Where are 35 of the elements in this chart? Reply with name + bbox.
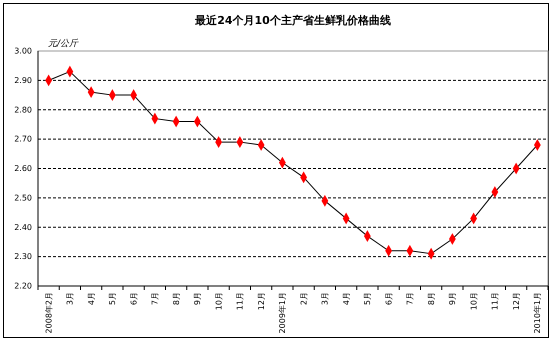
x-tick-label: 5月 (363, 292, 372, 306)
y-tick-label: 2.40 (14, 222, 32, 232)
x-tick-label: 9月 (448, 292, 458, 306)
y-tick-label: 2.90 (14, 76, 32, 85)
x-tick-label: 10月 (469, 292, 478, 310)
x-tick-label: 2009年1月 (278, 292, 288, 334)
y-axis-title: 元/公斤 (48, 38, 80, 49)
x-tick-label: 3月 (66, 292, 75, 306)
x-tick-label: 8月 (172, 292, 181, 306)
x-tick-label: 11月 (236, 292, 245, 310)
x-tick-label: 7月 (150, 292, 160, 306)
x-tick-label: 2010年1月 (533, 292, 542, 334)
y-tick-label: 2.80 (14, 105, 32, 114)
x-tick-label: 2月 (299, 292, 308, 306)
x-tick-label: 6月 (384, 292, 394, 306)
x-tick-label: 10月 (214, 292, 224, 310)
chart-title: 最近24个月10个主产省生鲜乳价格曲线 (194, 14, 391, 27)
x-tick-label: 4月 (342, 292, 351, 306)
x-tick-label: 3月 (320, 292, 330, 306)
x-tick-label: 4月 (86, 292, 96, 306)
y-tick-label: 2.30 (14, 252, 32, 262)
y-tick-label: 2.60 (14, 164, 32, 174)
x-tick-label: 6月 (129, 292, 138, 306)
x-tick-label: 12月 (512, 292, 521, 310)
y-tick-label: 3.00 (14, 46, 32, 56)
y-tick-label: 2.70 (14, 134, 32, 144)
x-tick-label: 9月 (193, 292, 202, 306)
x-tick-label: 7月 (406, 292, 415, 306)
x-tick-label: 2008年2月 (44, 292, 54, 334)
y-tick-label: 2.20 (14, 282, 32, 291)
x-tick-label: 12月 (256, 292, 266, 310)
x-tick-label: 8月 (426, 292, 436, 306)
x-tick-label: 5月 (108, 292, 118, 306)
y-tick-label: 2.50 (14, 193, 32, 202)
x-tick-label: 11月 (490, 292, 500, 310)
